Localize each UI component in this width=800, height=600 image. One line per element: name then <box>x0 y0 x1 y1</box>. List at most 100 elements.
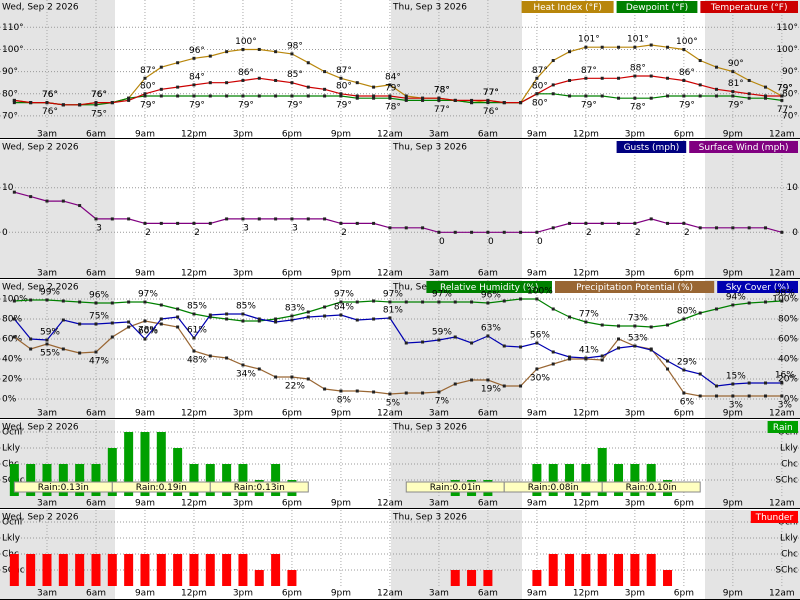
point <box>355 81 359 85</box>
data-label: 0 <box>537 237 543 247</box>
bar <box>42 464 52 496</box>
data-label: 29% <box>677 358 697 368</box>
y-tick-label: 80° <box>2 89 18 99</box>
point <box>306 94 310 98</box>
point <box>208 354 212 358</box>
point <box>519 345 523 349</box>
bar <box>646 464 656 496</box>
point <box>159 65 163 69</box>
bar <box>614 464 624 496</box>
point <box>568 315 572 319</box>
night-shade <box>391 510 522 600</box>
bar <box>75 554 85 586</box>
point <box>339 313 343 317</box>
data-label: 34% <box>236 370 256 380</box>
point <box>339 389 343 393</box>
x-tick-label: 12am <box>377 269 403 279</box>
point <box>682 221 686 225</box>
y-tick-label: 10 <box>787 183 799 193</box>
y-tick-label: Ocnl <box>2 428 22 438</box>
bar <box>140 432 150 496</box>
x-tick-label: 12am <box>769 409 795 419</box>
point <box>12 190 16 194</box>
data-label: 84° <box>385 72 401 82</box>
data-label: 30% <box>530 374 550 384</box>
point <box>764 226 768 230</box>
point <box>682 391 686 395</box>
point <box>225 312 229 316</box>
y-tick-label: Ocnl <box>2 518 22 528</box>
point <box>290 314 294 318</box>
data-label: 77° <box>434 105 450 115</box>
point <box>78 204 82 208</box>
point <box>192 56 196 60</box>
point <box>731 303 735 307</box>
point <box>176 307 180 311</box>
point <box>470 101 474 105</box>
x-tick-label: 6pm <box>674 589 694 599</box>
point <box>192 312 196 316</box>
point <box>715 94 719 98</box>
point <box>159 221 163 225</box>
bar <box>548 464 558 496</box>
x-tick-label: 9am <box>135 130 155 140</box>
point <box>486 98 490 102</box>
x-tick-label: 6pm <box>674 409 694 419</box>
data-label: 80° <box>532 98 548 108</box>
legend-swatch <box>767 421 798 433</box>
x-tick-label: 9am <box>527 499 547 509</box>
point <box>649 74 653 78</box>
data-label: 77° <box>483 88 499 98</box>
point <box>29 298 33 302</box>
point <box>568 50 572 54</box>
bar <box>189 554 199 586</box>
point <box>323 387 327 391</box>
point <box>780 230 784 234</box>
point <box>159 317 163 321</box>
point <box>421 98 425 102</box>
point <box>617 45 621 49</box>
x-tick-label: 12pm <box>573 409 599 419</box>
legend-swatch <box>616 1 698 13</box>
legend-label: Rain <box>773 423 793 433</box>
point <box>143 319 147 323</box>
data-label: 87° <box>532 66 548 76</box>
point <box>257 47 261 51</box>
point <box>208 313 212 317</box>
x-tick-label: 9am <box>135 589 155 599</box>
point <box>715 226 719 230</box>
point <box>698 83 702 87</box>
bar <box>140 554 150 586</box>
data-label: 79° <box>238 100 254 110</box>
data-label: 87° <box>140 66 156 76</box>
bar <box>107 554 117 586</box>
bar <box>58 464 68 496</box>
point <box>274 94 278 98</box>
data-label: 85% <box>187 302 207 312</box>
data-label: 0 <box>488 237 494 247</box>
point <box>682 47 686 51</box>
point <box>649 43 653 47</box>
y-tick-label: 60% <box>2 335 22 345</box>
point <box>208 94 212 98</box>
point <box>159 94 163 98</box>
point <box>355 318 359 322</box>
y-tick-label: 10 <box>2 183 14 193</box>
x-tick-label: 9am <box>527 409 547 419</box>
y-tick-label: 70° <box>782 111 798 121</box>
data-label: 2 <box>586 228 592 238</box>
x-tick-label: 6am <box>86 589 106 599</box>
point <box>633 45 637 49</box>
point <box>731 90 735 94</box>
x-tick-label: 3pm <box>233 409 253 419</box>
point <box>666 367 670 371</box>
data-label: 19% <box>481 385 501 395</box>
rain-amount-label: Rain:0.08in <box>528 483 579 493</box>
point <box>94 217 98 221</box>
y-tick-label: 100° <box>2 45 24 55</box>
y-tick-label: 90° <box>2 67 18 77</box>
x-tick-label: 12pm <box>573 499 599 509</box>
legend-label: Temperature (°F) <box>710 3 788 13</box>
x-tick-label: 3pm <box>625 409 645 419</box>
